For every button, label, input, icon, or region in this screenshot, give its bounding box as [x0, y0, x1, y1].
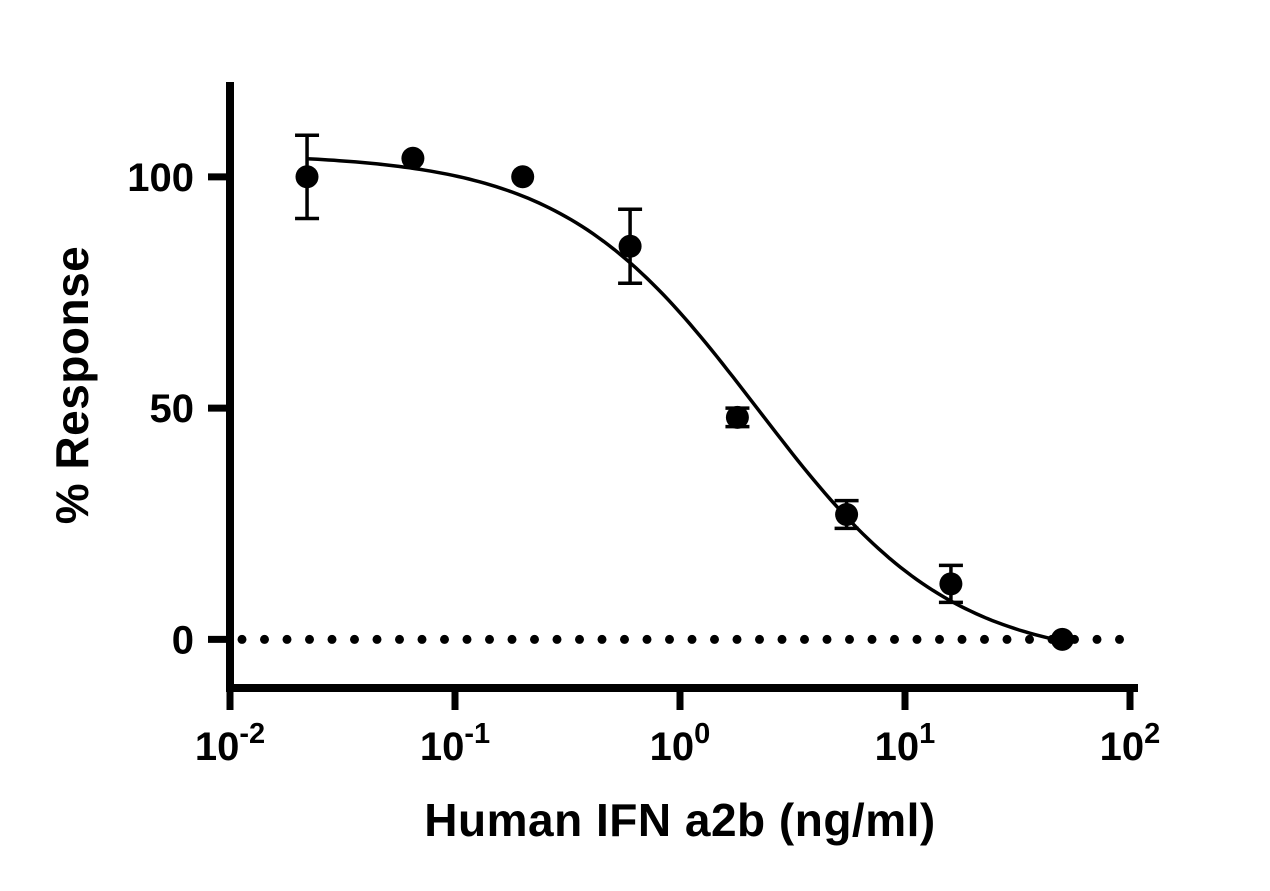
data-point: [511, 165, 535, 189]
data-point: [618, 234, 642, 258]
data-point: [835, 503, 859, 526]
data-point: [401, 146, 425, 170]
data-point: [725, 405, 749, 429]
x-axis-title: Human IFN a2b (ng/ml): [424, 794, 936, 846]
x-tick-label: 101: [875, 718, 936, 769]
y-tick-label: 50: [150, 387, 195, 431]
y-tick-label: 100: [127, 156, 194, 200]
x-tick-label: 10-2: [195, 718, 265, 769]
data-point: [295, 165, 319, 189]
x-tick-label: 100: [650, 718, 711, 769]
data-point: [939, 572, 963, 596]
data-point: [1050, 627, 1074, 651]
fit-curve: [306, 156, 1063, 643]
y-axis-title: % Response: [46, 245, 98, 525]
y-tick-label: 0: [172, 618, 194, 662]
x-tick-label: 102: [1100, 718, 1161, 769]
x-tick-label: 10-1: [420, 718, 490, 769]
